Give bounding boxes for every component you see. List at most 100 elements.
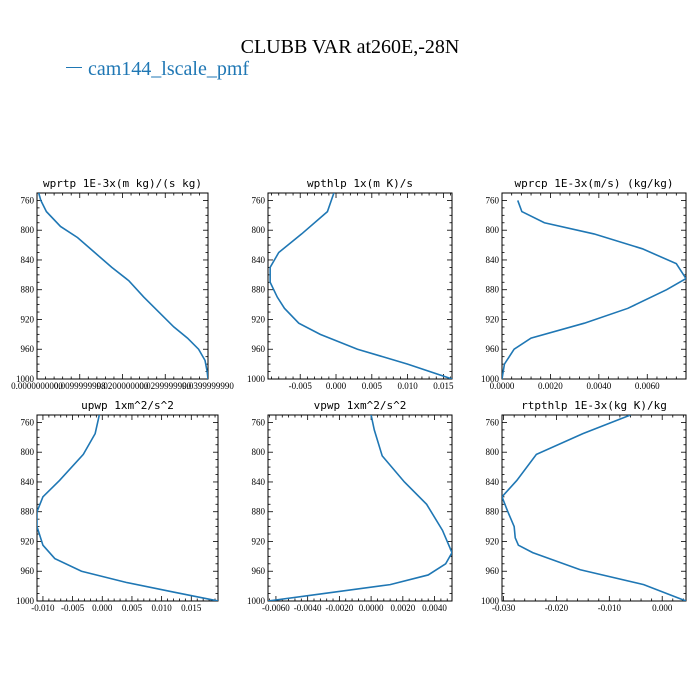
chart-title: upwp 1xm^2/s^2 (81, 399, 174, 412)
x-tick-label: 0.0000 (359, 603, 384, 613)
x-tick-label: 0.0040 (586, 381, 611, 391)
x-tick-label: -0.0060 (262, 603, 290, 613)
y-tick-label: 920 (21, 314, 35, 324)
series-line (502, 415, 686, 601)
y-tick-label: 760 (21, 417, 35, 427)
y-tick-label: 1000 (16, 374, 35, 384)
chart-panel: rtpthlp 1E-3x(kg K)/kg 760 800 840 880 920 960… (481, 399, 687, 613)
plot-frame (36, 192, 209, 380)
x-tick-label: -0.0020 (326, 603, 354, 613)
chart-panel: vpwp 1xm^2/s^27608008408809209601000-0.0… (247, 399, 453, 613)
chart-panel: upwp 1xm^2/s^27608008408809209601000-0.0… (16, 399, 219, 613)
chart-title: vpwp 1xm^2/s^2 (314, 399, 407, 412)
chart-title: wpthlp 1x(m K)/s (307, 177, 413, 190)
x-tick-label: 0.0000 (490, 381, 515, 391)
y-tick-label: 1000 (16, 596, 35, 606)
y-tick-label: 760 (252, 417, 266, 427)
y-tick-label: 840 (21, 255, 35, 265)
x-tick-label: 0.0020 (390, 603, 415, 613)
y-tick-label: 880 (252, 285, 266, 295)
y-tick-label: 760 (252, 195, 266, 205)
y-tick-label: 1000 (481, 596, 500, 606)
x-tick-label: 0.000 (652, 603, 673, 613)
x-tick-label: -0.020 (545, 603, 569, 613)
x-tick-label: 0.015 (181, 603, 202, 613)
series-line (269, 193, 452, 379)
y-tick-label: 880 (21, 507, 35, 517)
y-tick-label: 960 (21, 566, 35, 576)
y-tick-label: 800 (486, 225, 500, 235)
y-tick-label: 840 (486, 477, 500, 487)
y-tick-label: 840 (486, 255, 500, 265)
y-tick-label: 920 (21, 536, 35, 546)
y-tick-label: 840 (21, 477, 35, 487)
x-tick-label: 0.015 (433, 381, 454, 391)
y-tick-label: 920 (486, 536, 500, 546)
y-tick-label: 880 (21, 285, 35, 295)
y-tick-label: 840 (252, 477, 266, 487)
x-tick-label: 0.000 (92, 603, 113, 613)
y-tick-label: 1000 (481, 374, 500, 384)
y-tick-label: 880 (486, 285, 500, 295)
y-tick-label: 1000 (247, 596, 266, 606)
y-tick-label: 760 (486, 195, 500, 205)
chart-title: wprtp 1E-3x(m kg)/(s kg) (43, 177, 202, 190)
series-line (37, 415, 218, 601)
x-tick-label: 0.0000000000 (11, 381, 63, 391)
y-tick-label: 800 (486, 447, 500, 457)
plot-frame (501, 414, 687, 602)
y-tick-label: 760 (486, 417, 500, 427)
page-title: CLUBB VAR at260E,-28N (240, 36, 460, 58)
y-tick-label: 920 (486, 314, 500, 324)
y-tick-label: 960 (252, 566, 266, 576)
x-tick-label: -0.010 (31, 603, 55, 613)
y-tick-label: 920 (252, 536, 266, 546)
x-tick-label: 0.005 (362, 381, 383, 391)
chart-title: rtpthlp 1E-3x(kg K)/kg (521, 399, 667, 412)
plot-frame (36, 414, 219, 602)
plot-frame (501, 192, 687, 380)
y-tick-label: 960 (486, 344, 500, 354)
y-tick-label: 880 (252, 507, 266, 517)
x-tick-label: -0.010 (598, 603, 622, 613)
y-tick-label: 800 (21, 447, 35, 457)
x-tick-label: 0.0020 (538, 381, 563, 391)
y-tick-label: 760 (21, 195, 35, 205)
y-tick-label: 1000 (247, 374, 266, 384)
legend-swatch (66, 66, 82, 68)
y-tick-label: 800 (252, 447, 266, 457)
x-tick-label: 0.0399999990 (182, 381, 234, 391)
chart-panel: wprcp 1E-3x(m/s) (kg/kg) 760 800 840 880 920 9… (481, 177, 687, 391)
y-tick-label: 960 (21, 344, 35, 354)
x-tick-label: 0.0299999990 (139, 381, 191, 391)
chart-panel: wpthlp 1x(m K)/s 760 800 840 880 920 960 1000 -0… (247, 177, 454, 391)
x-tick-label: -0.005 (61, 603, 85, 613)
x-tick-label: 0.010 (397, 381, 418, 391)
series-line (502, 200, 686, 379)
series-line (268, 415, 452, 601)
x-tick-label: -0.030 (492, 603, 516, 613)
x-tick-label: 0.000 (326, 381, 347, 391)
x-tick-label: -0.0040 (294, 603, 322, 613)
x-tick-label: 0.0200000000 (97, 381, 149, 391)
chart-panel: wprtp 1E-3x(m kg)/(s kg) 760 800 840 880 920 9… (11, 177, 234, 391)
y-tick-label: 880 (486, 507, 500, 517)
legend: cam144_lscale_pmf (66, 58, 249, 81)
y-tick-label: 800 (252, 225, 266, 235)
x-tick-label: -0.005 (289, 381, 313, 391)
y-tick-label: 840 (252, 255, 266, 265)
x-tick-label: 0.0040 (422, 603, 447, 613)
y-tick-label: 960 (486, 566, 500, 576)
y-tick-label: 960 (252, 344, 266, 354)
y-tick-label: 920 (252, 314, 266, 324)
legend-label: cam144_lscale_pmf (88, 58, 250, 80)
chart-title: wprcp 1E-3x(m/s) (kg/kg) (515, 177, 674, 190)
y-tick-label: 800 (21, 225, 35, 235)
x-tick-label: 0.005 (122, 603, 143, 613)
x-tick-label: 0.010 (151, 603, 172, 613)
plot-frame (267, 192, 453, 380)
x-tick-label: 0.0060 (635, 381, 660, 391)
series-line (37, 193, 208, 379)
x-tick-label: 0.0099999998 (54, 381, 106, 391)
